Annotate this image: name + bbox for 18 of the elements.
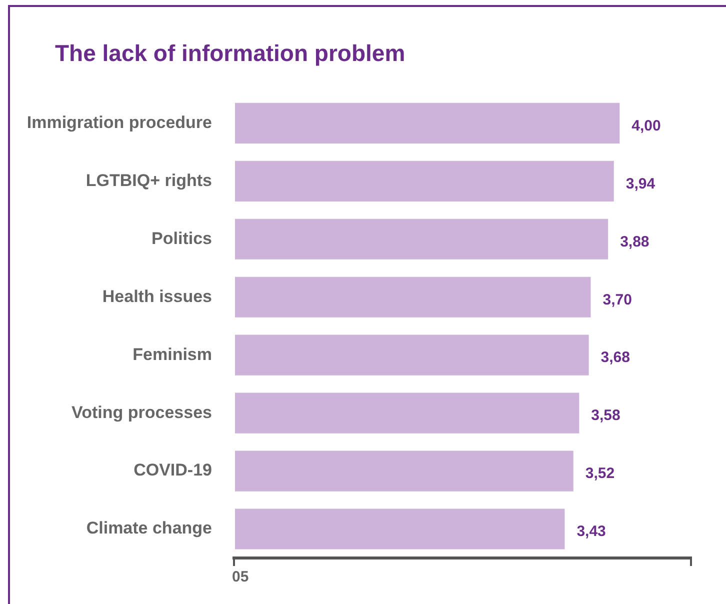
text: 05 (232, 568, 249, 586)
y-tick-label: Politics (152, 228, 212, 248)
data-label: 3,58 (591, 407, 620, 424)
y-tick-label: COVID-19 (134, 460, 212, 480)
y-tick-label: LGTBIQ+ rights (86, 170, 212, 190)
data-label: 3,43 (576, 523, 606, 540)
data-label: 3,68 (600, 349, 630, 366)
y-tick-label: Feminism (132, 344, 212, 364)
y-tick-label: Voting processes (72, 402, 212, 422)
data-label: 3,88 (620, 233, 650, 250)
chart-title: The lack of information problem (55, 40, 406, 67)
data-label: 3,70 (602, 291, 632, 308)
data-label: 3,94 (626, 175, 656, 192)
y-tick-label: Health issues (102, 286, 212, 306)
data-label: 4,00 (632, 117, 661, 134)
y-tick-label: Immigration procedure (26, 112, 212, 132)
data-label: 3,52 (585, 465, 615, 482)
y-tick-label: Climate change (86, 518, 212, 538)
